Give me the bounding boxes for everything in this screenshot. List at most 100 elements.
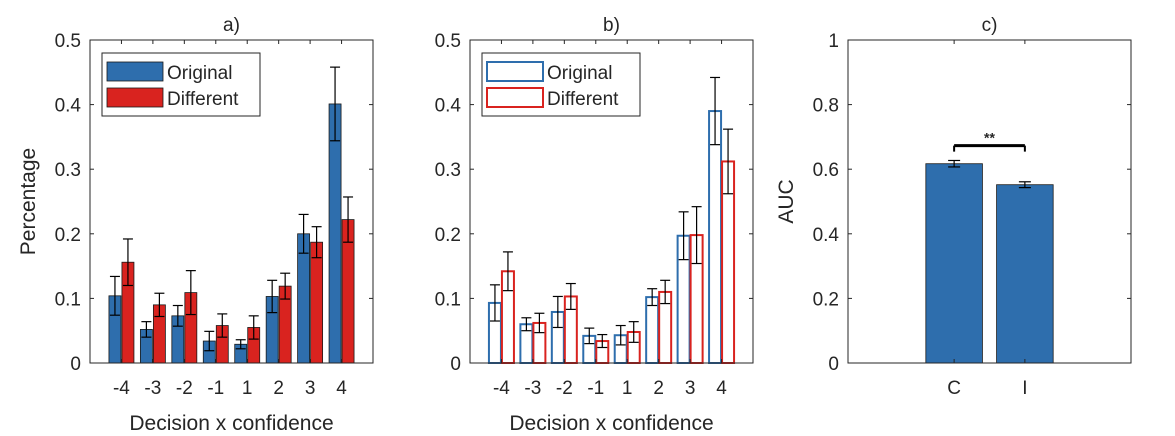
y-tick-label: 0.3 — [435, 160, 461, 181]
error-bar-original-2 — [647, 288, 658, 307]
x-tick-label: 2 — [273, 378, 284, 399]
y-tick-label: 0.8 — [813, 96, 839, 117]
error-bars — [109, 66, 354, 352]
x-tick-label: I — [1022, 378, 1027, 399]
y-tick-label: 1 — [828, 31, 839, 52]
x-axis-label: Decision x confidence — [129, 412, 333, 435]
significance-bracket: ** — [953, 130, 1026, 152]
bars — [108, 103, 355, 364]
legend-box — [481, 52, 641, 117]
legend-swatch-original — [486, 61, 544, 82]
y-tick-label: 0.1 — [435, 289, 461, 310]
significance-label: ** — [984, 130, 995, 146]
panel-a: 0 0.1 0.2 0.3 0.4 0.5 -4 -3 -2 -1 1 2 3 4 a) Decision x… — [17, 15, 374, 435]
legend-label-original: Original — [167, 63, 232, 84]
y-tick-label: 0.2 — [435, 225, 461, 246]
error-bar-different-1 — [248, 315, 259, 340]
error-bar-different--1 — [597, 333, 608, 349]
legend: Original Different — [481, 52, 641, 117]
y-ticks: 0 0.1 0.2 0.3 0.4 0.5 — [55, 31, 373, 375]
x-tick-label: -3 — [524, 378, 541, 399]
error-bar-original-1 — [615, 324, 626, 346]
error-bar-different-2 — [660, 279, 671, 305]
error-bar-different--2 — [565, 282, 576, 310]
error-bar-different--2 — [185, 270, 196, 316]
error-bar-original-2 — [267, 279, 278, 314]
error-bar-different--4 — [502, 251, 513, 292]
chart-title: b) — [603, 15, 620, 36]
error-bar-original--4 — [109, 275, 120, 316]
y-tick-label: 0.5 — [435, 31, 461, 52]
x-tick-label: -4 — [493, 378, 510, 399]
legend-swatch-different — [106, 87, 164, 108]
y-tick-label: 0.5 — [55, 31, 81, 52]
error-bar-different--3 — [154, 292, 165, 318]
error-bar-different--4 — [122, 238, 133, 287]
legend: Original Different — [101, 52, 261, 117]
y-tick-label: 0.3 — [55, 160, 81, 181]
panel-c: 00.20.40.60.81C Ic)AUC** — [775, 15, 1132, 399]
y-tick-label: 0.4 — [435, 96, 462, 117]
axes-box — [847, 39, 1132, 364]
error-bar-original--3 — [521, 317, 532, 332]
legend-label-original: Original — [547, 63, 612, 84]
error-bar-original--1 — [204, 330, 215, 352]
bar-different-3 — [310, 241, 324, 364]
x-tick-label: 1 — [622, 378, 633, 399]
error-bar-original-4 — [710, 76, 721, 146]
y-tick-label: 0 — [828, 354, 839, 375]
x-tick-label: 1 — [242, 378, 253, 399]
y-tick-label: 0 — [450, 354, 461, 375]
bar-original-2 — [645, 296, 660, 364]
error-bar-original--4 — [489, 284, 500, 322]
axes-box — [89, 39, 374, 364]
bar-value-C — [925, 163, 983, 364]
y-ticks: 0 0.1 0.2 0.3 0.4 0.5 — [435, 31, 753, 375]
bar-original-4 — [328, 103, 342, 364]
x-tick-label: 4 — [716, 378, 727, 399]
bars — [487, 110, 736, 365]
error-bar-original--3 — [141, 321, 152, 338]
error-bar-different-3 — [311, 226, 322, 259]
error-bar-different-4 — [343, 196, 354, 243]
axes-box — [469, 39, 754, 364]
error-bars — [948, 159, 1031, 189]
error-bar-original--1 — [584, 327, 595, 345]
legend-label-different: Different — [167, 89, 239, 110]
x-tick-label: 4 — [336, 378, 347, 399]
x-ticks: -4 -3 -2 -1 1 2 3 4 — [113, 40, 347, 399]
x-axis-label: Decision x confidence — [509, 412, 713, 435]
y-tick-label: 0 — [70, 354, 81, 375]
x-tick-label: -2 — [176, 378, 193, 399]
error-bar-different-3 — [691, 206, 702, 265]
legend-swatch-original — [106, 61, 164, 82]
y-tick-label: 0.1 — [55, 289, 81, 310]
y-axis-label: Percentage — [17, 148, 40, 255]
x-tick-label: 3 — [305, 378, 316, 399]
y-tick-label: 0.2 — [55, 225, 81, 246]
bars — [925, 163, 1054, 364]
x-tick-label: -1 — [587, 378, 604, 399]
legend-label-different: Different — [547, 89, 619, 110]
panel-b: 0 0.1 0.2 0.3 0.4 0.5 -4 -3 -2 -1 1 2 3 4 b) Decision x… — [435, 15, 754, 435]
y-axis-label: AUC — [775, 179, 798, 223]
error-bar-different--3 — [534, 312, 545, 334]
error-bar-original--2 — [552, 295, 563, 329]
x-tick-label: -4 — [113, 378, 130, 399]
error-bar-value-I — [1018, 181, 1031, 189]
error-bar-different-2 — [280, 272, 291, 300]
error-bar-different--1 — [217, 313, 228, 338]
y-tick-label: 0.2 — [813, 289, 839, 310]
error-bar-different-4 — [723, 128, 734, 195]
chart-title: c) — [982, 15, 998, 36]
error-bar-original-3 — [298, 213, 309, 254]
error-bar-different-1 — [628, 321, 639, 343]
legend-swatch-different — [486, 87, 544, 108]
chart-title: a) — [223, 15, 240, 36]
x-tick-label: -3 — [144, 378, 161, 399]
x-tick-label: -2 — [556, 378, 573, 399]
y-tick-label: 0.6 — [813, 160, 839, 181]
error-bar-value-C — [948, 159, 961, 168]
x-tick-label: 2 — [653, 378, 664, 399]
